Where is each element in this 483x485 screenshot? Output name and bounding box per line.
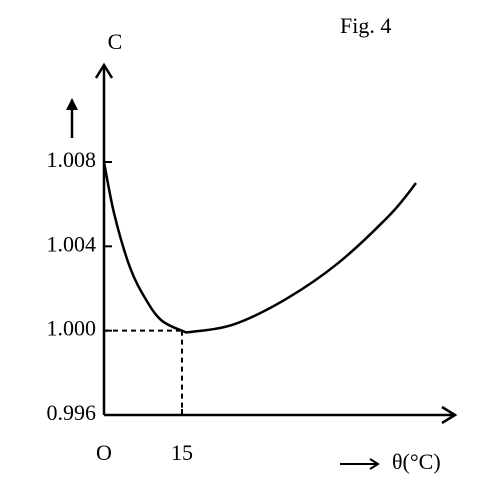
figure-label: Fig. 4 xyxy=(340,13,391,38)
right-arrow-head xyxy=(369,458,380,470)
up-arrow-head xyxy=(66,98,78,110)
y-tick-label: 1.004 xyxy=(47,231,97,256)
curve xyxy=(102,161,417,334)
y-tick-label: 1.000 xyxy=(47,316,97,341)
y-tick-label: 1.008 xyxy=(47,147,97,172)
x-tick-label: O xyxy=(96,440,112,465)
axes xyxy=(70,62,458,470)
x-tick-label: 15 xyxy=(171,440,193,465)
x-axis-arrow xyxy=(441,405,458,425)
y-axis-arrow xyxy=(94,62,114,79)
y-axis-label: C xyxy=(108,29,123,54)
y-tick-label: 0.996 xyxy=(47,400,97,425)
x-axis-label: θ(°C) xyxy=(392,449,441,474)
